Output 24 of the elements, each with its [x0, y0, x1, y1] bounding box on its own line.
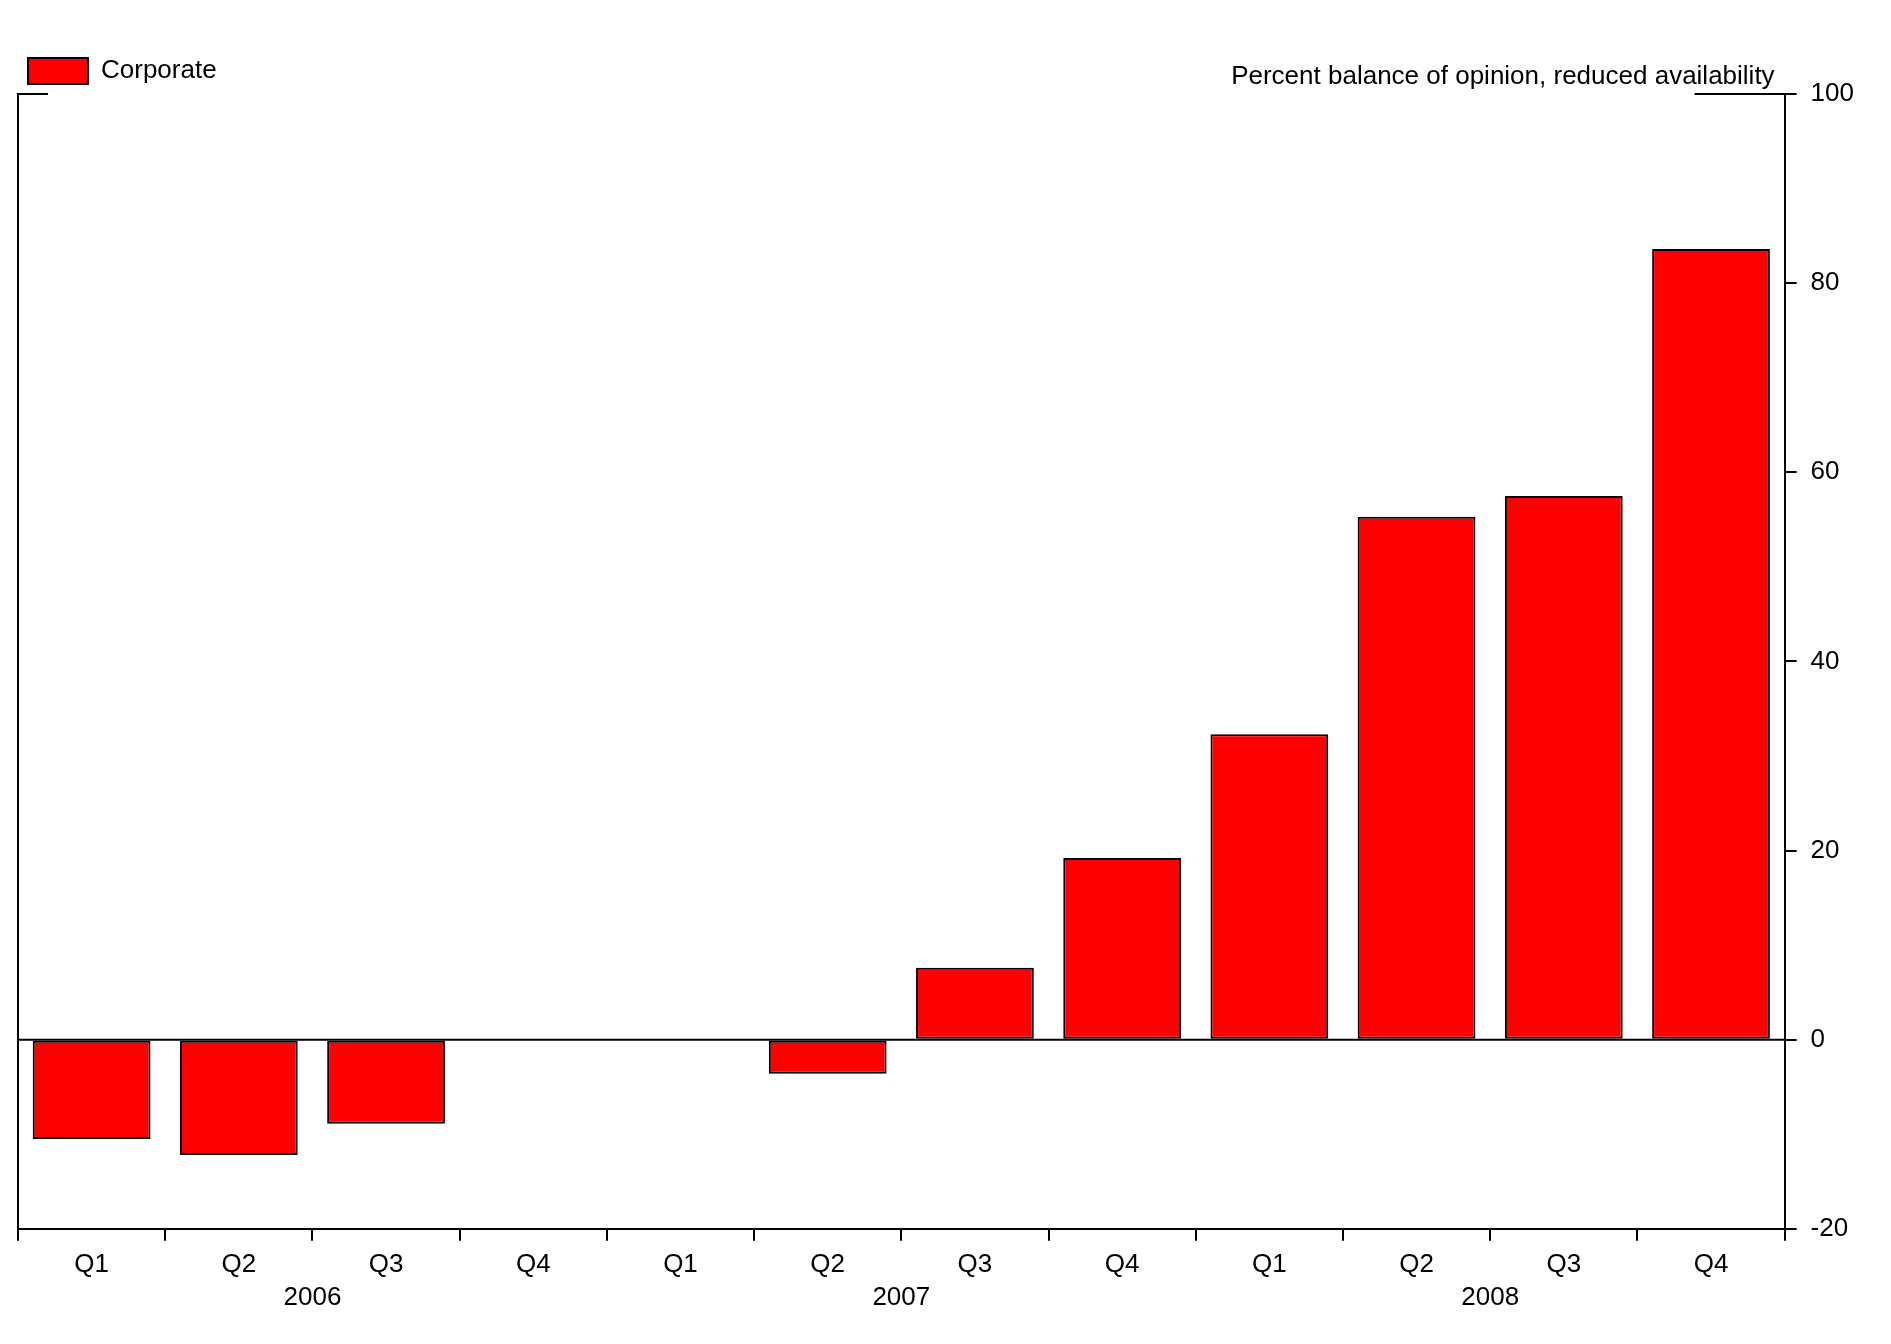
- y-tick-label: 80: [1810, 266, 1840, 297]
- text: 2006: [283, 1280, 342, 1311]
- text: 2007: [872, 1280, 931, 1311]
- y-tick-label: 100: [1810, 77, 1855, 108]
- x-tick-label: Q4: [1693, 1247, 1729, 1278]
- x-tick-label: Q2: [810, 1247, 846, 1278]
- x-tick-label: Q1: [1252, 1247, 1287, 1278]
- text: 2008: [1461, 1280, 1520, 1311]
- x-tick-label: Q1: [663, 1247, 698, 1278]
- y-tick-label: -20: [1810, 1211, 1849, 1242]
- x-tick-label: Q1: [74, 1247, 109, 1278]
- y-tick-label: 20: [1810, 833, 1840, 864]
- y-axis-title: Percent balance of opinion, reduced availability: [1231, 60, 1775, 91]
- y-tick-label: 40: [1810, 644, 1840, 675]
- x-tick-label: Q2: [1399, 1247, 1434, 1278]
- x-tick-label: Q4: [1104, 1247, 1140, 1278]
- y-tick-label: 0: [1810, 1022, 1826, 1053]
- x-tick-label: Q4: [515, 1247, 551, 1278]
- legend-label: Corporate: [101, 54, 217, 85]
- x-tick-label: Q3: [368, 1247, 404, 1278]
- x-tick-label: Q3: [957, 1247, 993, 1278]
- y-tick-label: 60: [1810, 455, 1840, 486]
- x-tick-label: Q3: [1546, 1247, 1582, 1278]
- x-tick-label: Q2: [221, 1247, 257, 1278]
